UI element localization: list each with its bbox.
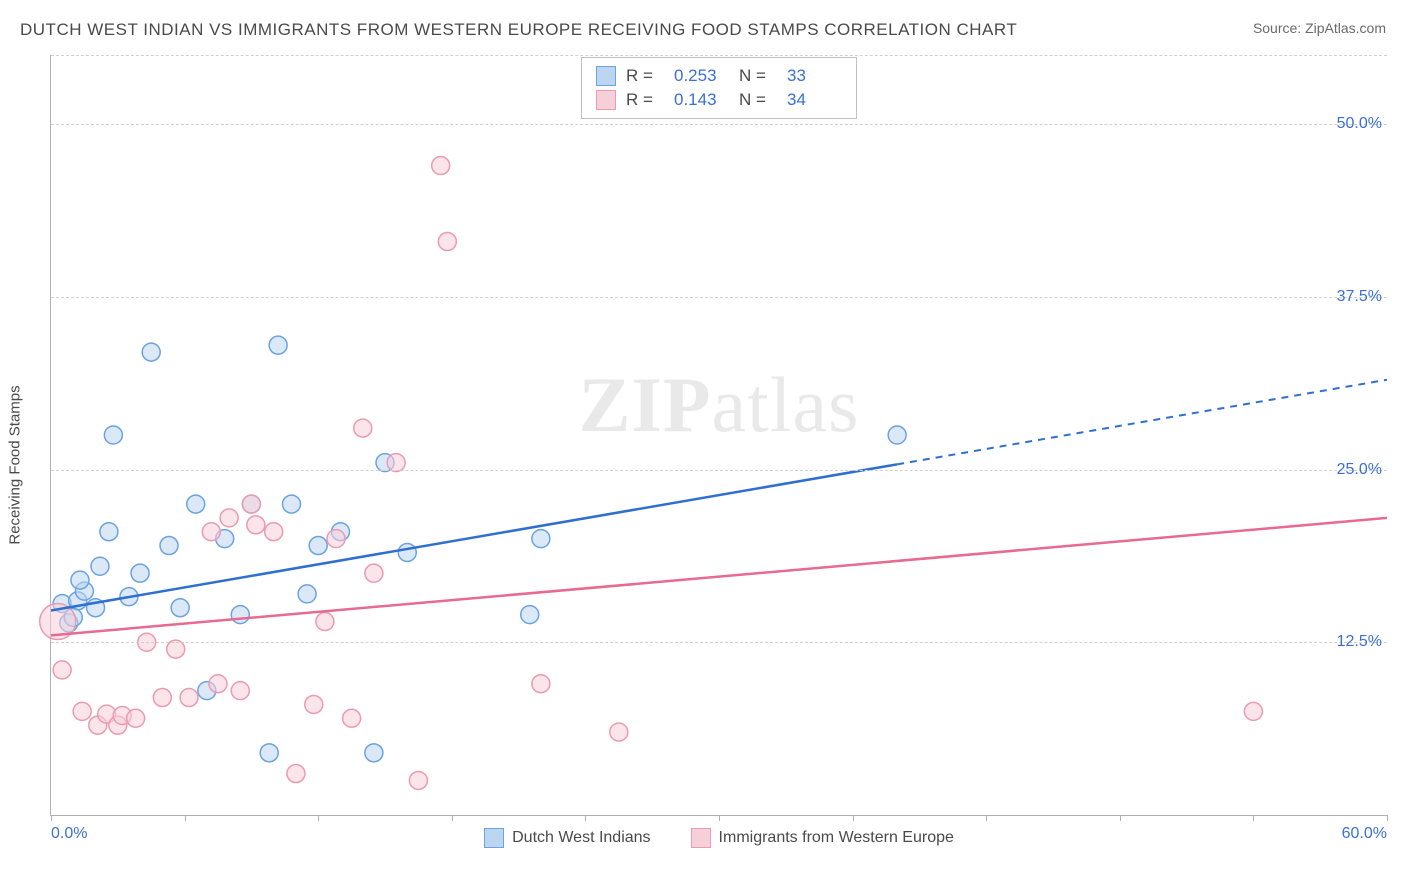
y-tick-label: 37.5% [1337, 288, 1382, 306]
data-point [265, 523, 283, 541]
data-point [209, 675, 227, 693]
x-tick-mark [1253, 815, 1254, 821]
data-point [532, 675, 550, 693]
n-value: 33 [787, 66, 842, 86]
legend: Dutch West Indians Immigrants from Wester… [51, 828, 1387, 848]
data-point [432, 157, 450, 175]
n-label: N = [739, 66, 777, 86]
y-tick-label: 50.0% [1337, 115, 1382, 133]
legend-swatch [691, 828, 711, 848]
data-point [202, 523, 220, 541]
info-row: R = 0.143 N = 34 [596, 88, 842, 112]
data-point [91, 557, 109, 575]
source-attribution: Source: ZipAtlas.com [1253, 20, 1386, 36]
data-point [365, 744, 383, 762]
gridline [51, 297, 1387, 298]
data-point [127, 709, 145, 727]
x-tick-mark [585, 815, 586, 821]
data-point [160, 537, 178, 555]
legend-item: Immigrants from Western Europe [691, 828, 954, 848]
data-point [231, 606, 249, 624]
legend-item: Dutch West Indians [484, 828, 650, 848]
data-point [287, 765, 305, 783]
data-point [521, 606, 539, 624]
source-prefix: Source: [1253, 20, 1305, 36]
x-tick-mark [185, 815, 186, 821]
info-row: R = 0.253 N = 33 [596, 64, 842, 88]
data-point [171, 599, 189, 617]
data-point [242, 495, 260, 513]
data-point [365, 564, 383, 582]
data-point [180, 689, 198, 707]
data-point [298, 585, 316, 603]
chart-container: Receiving Food Stamps ZIPatlas R =0.253N… [50, 55, 1386, 875]
regression-line-extrapolated [897, 380, 1387, 465]
data-point [316, 613, 334, 631]
r-label: R = [626, 66, 664, 86]
n-label: N = [739, 90, 777, 110]
legend-label: Dutch West Indians [512, 829, 650, 847]
data-point [343, 709, 361, 727]
x-tick-mark [986, 815, 987, 821]
data-point [438, 233, 456, 251]
data-point [73, 702, 91, 720]
n-value: 34 [787, 90, 842, 110]
data-point [220, 509, 238, 527]
plot-area: ZIPatlas R =0.253N =33R =0.143N =34 0.0%… [50, 55, 1387, 816]
data-point [409, 771, 427, 789]
data-point [888, 426, 906, 444]
series-swatch [596, 66, 616, 86]
x-tick-mark [719, 815, 720, 821]
x-tick-mark [853, 815, 854, 821]
x-tick-mark [318, 815, 319, 821]
series-swatch [596, 90, 616, 110]
legend-label: Immigrants from Western Europe [719, 829, 954, 847]
y-axis-label: Receiving Food Stamps [7, 385, 24, 544]
data-point [309, 537, 327, 555]
gridline [51, 55, 1387, 56]
scatter-svg [51, 55, 1387, 815]
data-point [104, 426, 122, 444]
x-tick-mark [1387, 815, 1388, 821]
y-tick-label: 12.5% [1337, 633, 1382, 651]
x-tick-mark [452, 815, 453, 821]
data-point [269, 336, 287, 354]
data-point [71, 571, 89, 589]
data-point [100, 523, 118, 541]
data-point [260, 744, 278, 762]
data-point [532, 530, 550, 548]
r-value: 0.253 [674, 66, 729, 86]
gridline [51, 470, 1387, 471]
data-point [398, 543, 416, 561]
x-tick-mark [51, 815, 52, 821]
data-point [327, 530, 345, 548]
data-point [610, 723, 628, 741]
r-label: R = [626, 90, 664, 110]
data-point [142, 343, 160, 361]
data-point [231, 682, 249, 700]
data-point [354, 419, 372, 437]
x-tick-mark [1120, 815, 1121, 821]
data-point [282, 495, 300, 513]
correlation-info-box: R = 0.253 N = 33 R = 0.143 N = 34 [581, 57, 857, 119]
legend-swatch [484, 828, 504, 848]
source-link[interactable]: ZipAtlas.com [1305, 20, 1386, 36]
data-point [153, 689, 171, 707]
data-point [1244, 702, 1262, 720]
gridline [51, 124, 1387, 125]
data-point [247, 516, 265, 534]
chart-title: DUTCH WEST INDIAN VS IMMIGRANTS FROM WES… [20, 20, 1017, 40]
r-value: 0.143 [674, 90, 729, 110]
regression-line [51, 464, 897, 610]
data-point [305, 695, 323, 713]
gridline [51, 642, 1387, 643]
data-point [187, 495, 205, 513]
data-point [53, 661, 71, 679]
y-tick-label: 25.0% [1337, 461, 1382, 479]
data-point [131, 564, 149, 582]
